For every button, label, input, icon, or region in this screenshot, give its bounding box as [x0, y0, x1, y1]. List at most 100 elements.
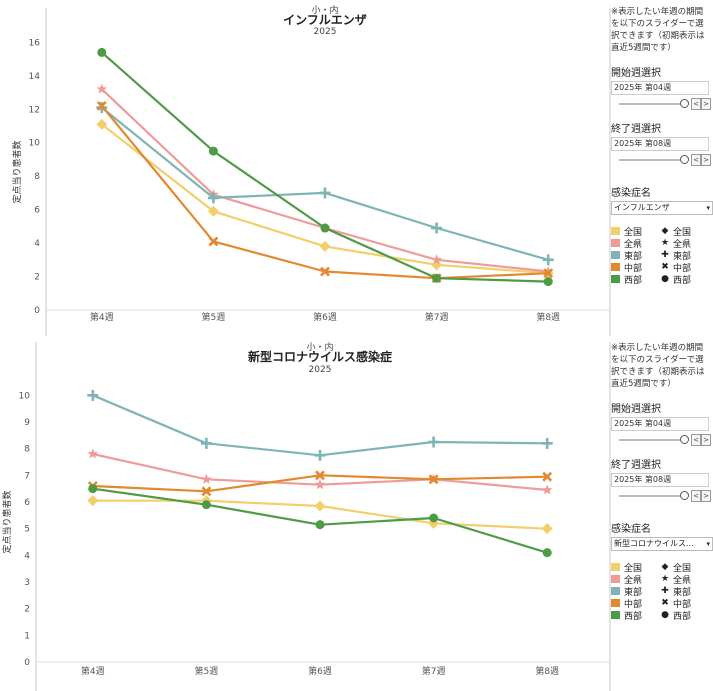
legend-shape-label: 東部 [673, 251, 692, 262]
data-point [320, 266, 330, 277]
legend-swatch [611, 575, 620, 583]
end-week-slider[interactable]: < > [611, 154, 711, 166]
note-line-2: を以下のスライダーで選 [611, 19, 704, 29]
data-point [431, 254, 442, 265]
data-point [543, 266, 554, 276]
slider-next-button[interactable]: > [701, 434, 711, 446]
end-week-value: 2025年 第08週 [611, 473, 709, 487]
chart-subtitle: 2025 [309, 365, 332, 375]
legend-shape-label: 全県 [673, 239, 692, 250]
legend-item[interactable]: 東部 ✚ 東部 [611, 585, 713, 598]
slider-knob[interactable] [680, 155, 689, 164]
legend-color-label: 全国 [624, 227, 643, 238]
x-tick-label: 第4週 [90, 311, 114, 323]
slider-prev-button[interactable]: < [691, 434, 701, 446]
start-week-slider[interactable]: < > [611, 98, 711, 110]
slider-track[interactable] [619, 159, 685, 161]
x-tick-label: 第6週 [308, 665, 332, 677]
legend-swatch [611, 263, 620, 271]
data-point [431, 259, 443, 271]
data-point [314, 500, 326, 512]
slider-next-button[interactable]: > [701, 98, 711, 110]
legend-color-label: 東部 [624, 251, 643, 262]
y-tick-label: 1 [24, 631, 30, 641]
slider-next-button[interactable]: > [701, 490, 711, 502]
legend-item[interactable]: 西部 ● 西部 [611, 273, 713, 286]
slider-track[interactable] [619, 439, 685, 441]
slider-prev-button[interactable]: < [691, 98, 701, 110]
end-week-slider[interactable]: < > [611, 490, 711, 502]
data-point [208, 236, 219, 247]
slider-knob[interactable] [680, 491, 689, 500]
disease-select[interactable]: インフルエンザ ▾ [611, 201, 713, 215]
chevron-down-icon: ▾ [706, 540, 710, 548]
y-tick-label: 16 [29, 38, 41, 48]
legend-item[interactable]: 中部 ✖ 中部 [611, 597, 713, 610]
data-point [431, 222, 443, 234]
disease-select[interactable]: 新型コロナウイルス... ▾ [611, 537, 713, 551]
start-week-slider[interactable]: < > [611, 434, 711, 446]
slider-prev-button[interactable]: < [691, 154, 701, 166]
data-point [543, 268, 554, 279]
y-tick-label: 6 [34, 206, 40, 216]
start-week-label: 開始週選択 [611, 404, 661, 415]
start-week-value: 2025年 第04週 [611, 417, 709, 431]
slider-knob[interactable] [680, 435, 689, 444]
legend-swatch [611, 239, 620, 247]
data-point [320, 223, 330, 233]
data-point [542, 471, 553, 482]
data-point [541, 437, 553, 449]
y-axis-label: 定点当り患者数 [1, 490, 13, 553]
end-week-label: 終了週選択 [611, 460, 661, 471]
legend-shape-label: 西部 [673, 611, 692, 622]
legend-item[interactable]: 全国 ◆ 全国 [611, 561, 713, 574]
x-tick-label: 第7週 [422, 665, 446, 677]
legend-swatch [611, 599, 620, 607]
data-point [319, 240, 331, 252]
legend-color-label: 全国 [624, 563, 643, 574]
y-axis-label: 定点当り患者数 [11, 140, 23, 203]
chevron-down-icon: ▾ [706, 204, 710, 212]
legend-shape-icon: ● [661, 610, 669, 620]
legend-item[interactable]: 西部 ● 西部 [611, 609, 713, 622]
legend-color-label: 西部 [624, 611, 643, 622]
data-point [201, 473, 212, 484]
note-line-3: 択できます（初期表示は [611, 367, 705, 377]
legend-shape-icon: ✖ [661, 262, 669, 272]
data-point [208, 146, 218, 156]
legend-color-label: 全県 [624, 575, 643, 586]
slider-track[interactable] [619, 103, 685, 105]
legend-item[interactable]: 全県 ★ 全県 [611, 237, 713, 250]
chart-title: 新型コロナウイルス感染症 [248, 349, 392, 364]
slider-next-button[interactable]: > [701, 154, 711, 166]
slider-knob[interactable] [680, 99, 689, 108]
legend-shape-icon: ◆ [661, 562, 669, 572]
legend-swatch [611, 251, 620, 259]
y-tick-label: 3 [24, 578, 30, 588]
period-note: ※表示したい年週の期間 を以下のスライダーで選 択できます（初期表示は 直近5週… [611, 6, 713, 54]
x-tick-label: 第8週 [536, 311, 560, 323]
legend-item[interactable]: 全県 ★ 全県 [611, 573, 713, 586]
legend-item[interactable]: 全国 ◆ 全国 [611, 225, 713, 238]
data-point [428, 474, 439, 485]
y-tick-label: 10 [19, 391, 31, 401]
slider-track[interactable] [619, 495, 685, 497]
legend-swatch [611, 587, 620, 595]
note-line-4: 直近5週間です） [611, 43, 676, 53]
disease-select-value: 新型コロナウイルス... [614, 539, 694, 548]
end-week-label: 終了週選択 [611, 124, 661, 135]
legend-shape-label: 中部 [673, 263, 692, 274]
legend-item[interactable]: 東部 ✚ 東部 [611, 249, 713, 262]
legend-color-label: 西部 [624, 275, 643, 286]
chart-subtitle: 2025 [314, 27, 337, 37]
x-tick-label: 第5週 [202, 311, 226, 323]
y-tick-label: 12 [29, 105, 40, 115]
legend-item[interactable]: 中部 ✖ 中部 [611, 261, 713, 274]
data-point [201, 486, 212, 497]
data-point [542, 548, 552, 558]
note-line-2: を以下のスライダーで選 [611, 355, 704, 365]
legend-shape-label: 全県 [673, 575, 692, 586]
legend-shape-icon: ★ [660, 238, 670, 248]
slider-prev-button[interactable]: < [691, 490, 701, 502]
y-tick-label: 0 [24, 658, 30, 668]
